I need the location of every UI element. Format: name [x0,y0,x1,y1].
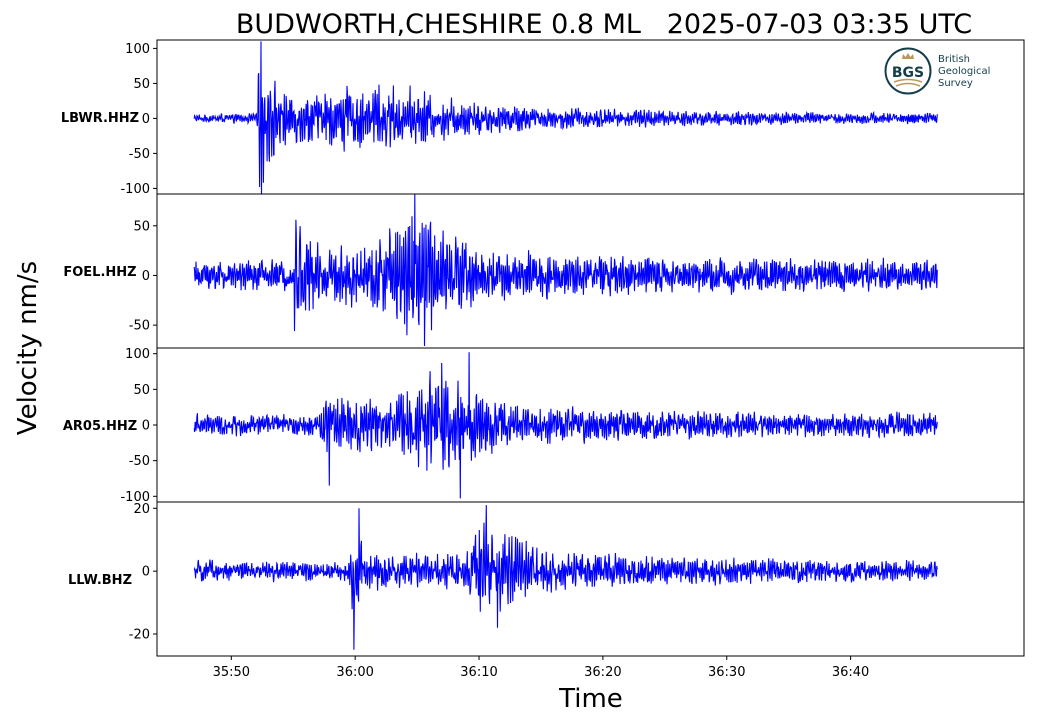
station-label: AR05.HHZ [63,419,137,434]
panel-frame [156,501,1025,657]
y-tick-label: 50 [133,219,150,234]
y-tick-label: -100 [120,182,150,197]
x-tick-label: 36:00 [336,665,373,680]
station-label: LBWR.HHZ [61,111,139,126]
y-tick-label: 0 [142,112,150,127]
panel-ar05-hhz: 100 50 0 -50 -100 AR05.HHZ [63,347,1025,505]
logo-badge-text: BGS [892,65,924,81]
y-tick-label: 50 [133,383,150,398]
x-tick-label: 36:40 [832,665,869,680]
waveform-trace [193,41,938,194]
panel-llw-bhz: 20 0 -20 LLW.BHZ [68,501,1025,657]
station-label: FOEL.HHZ [63,265,136,280]
chart-title: BUDWORTH,CHESHIRE 0.8 ML 2025-07-03 03:3… [236,9,972,40]
y-tick-label: 100 [125,347,150,362]
logo-line-2: Geological [938,66,990,77]
bgs-logo: BGS British Geological Survey [884,47,990,95]
waveform-trace [193,505,938,650]
y-tick-label: 0 [142,419,150,434]
x-tick-label: 36:20 [584,665,621,680]
y-tick-label: 20 [133,502,150,517]
x-axis-label: Time [558,684,623,714]
x-tick-label: 35:50 [213,665,250,680]
y-tick-label: -50 [129,319,150,334]
logo-line-1: British [938,54,970,65]
waveform-trace [193,194,938,347]
y-tick-label: 0 [142,269,150,284]
logo-ring [884,47,932,95]
y-tick-label: -50 [129,454,150,469]
logo-crown-icon [902,53,914,59]
x-tick-label: 36:10 [460,665,497,680]
y-axis-label: Velocity nm/s [13,261,43,435]
panels-group: 100500-50-100LBWR.HHZ500-50FOEL.HHZ10050… [61,39,1025,657]
y-tick-label: -50 [129,147,150,162]
panel-foel-hhz: 50 0 -50 FOEL.HHZ [63,193,1025,349]
logo-line-3: Survey [938,78,973,89]
y-tick-label: -20 [129,628,150,643]
x-tick-label: 36:30 [708,665,745,680]
y-tick-label: 100 [125,42,150,57]
logo-wave-icon [893,78,923,87]
y-tick-label: 50 [133,77,150,92]
station-label: LLW.BHZ [68,573,132,588]
panel-lbwr-hhz: 100 50 0 -50 -100 LBWR.HHZ [61,39,1025,197]
x-axis: 35:50 36:00 36:10 36:20 36:30 36:40 [213,656,869,680]
y-tick-label: -100 [120,490,150,505]
y-tick-label: 0 [142,565,150,580]
waveform-trace [193,352,938,499]
